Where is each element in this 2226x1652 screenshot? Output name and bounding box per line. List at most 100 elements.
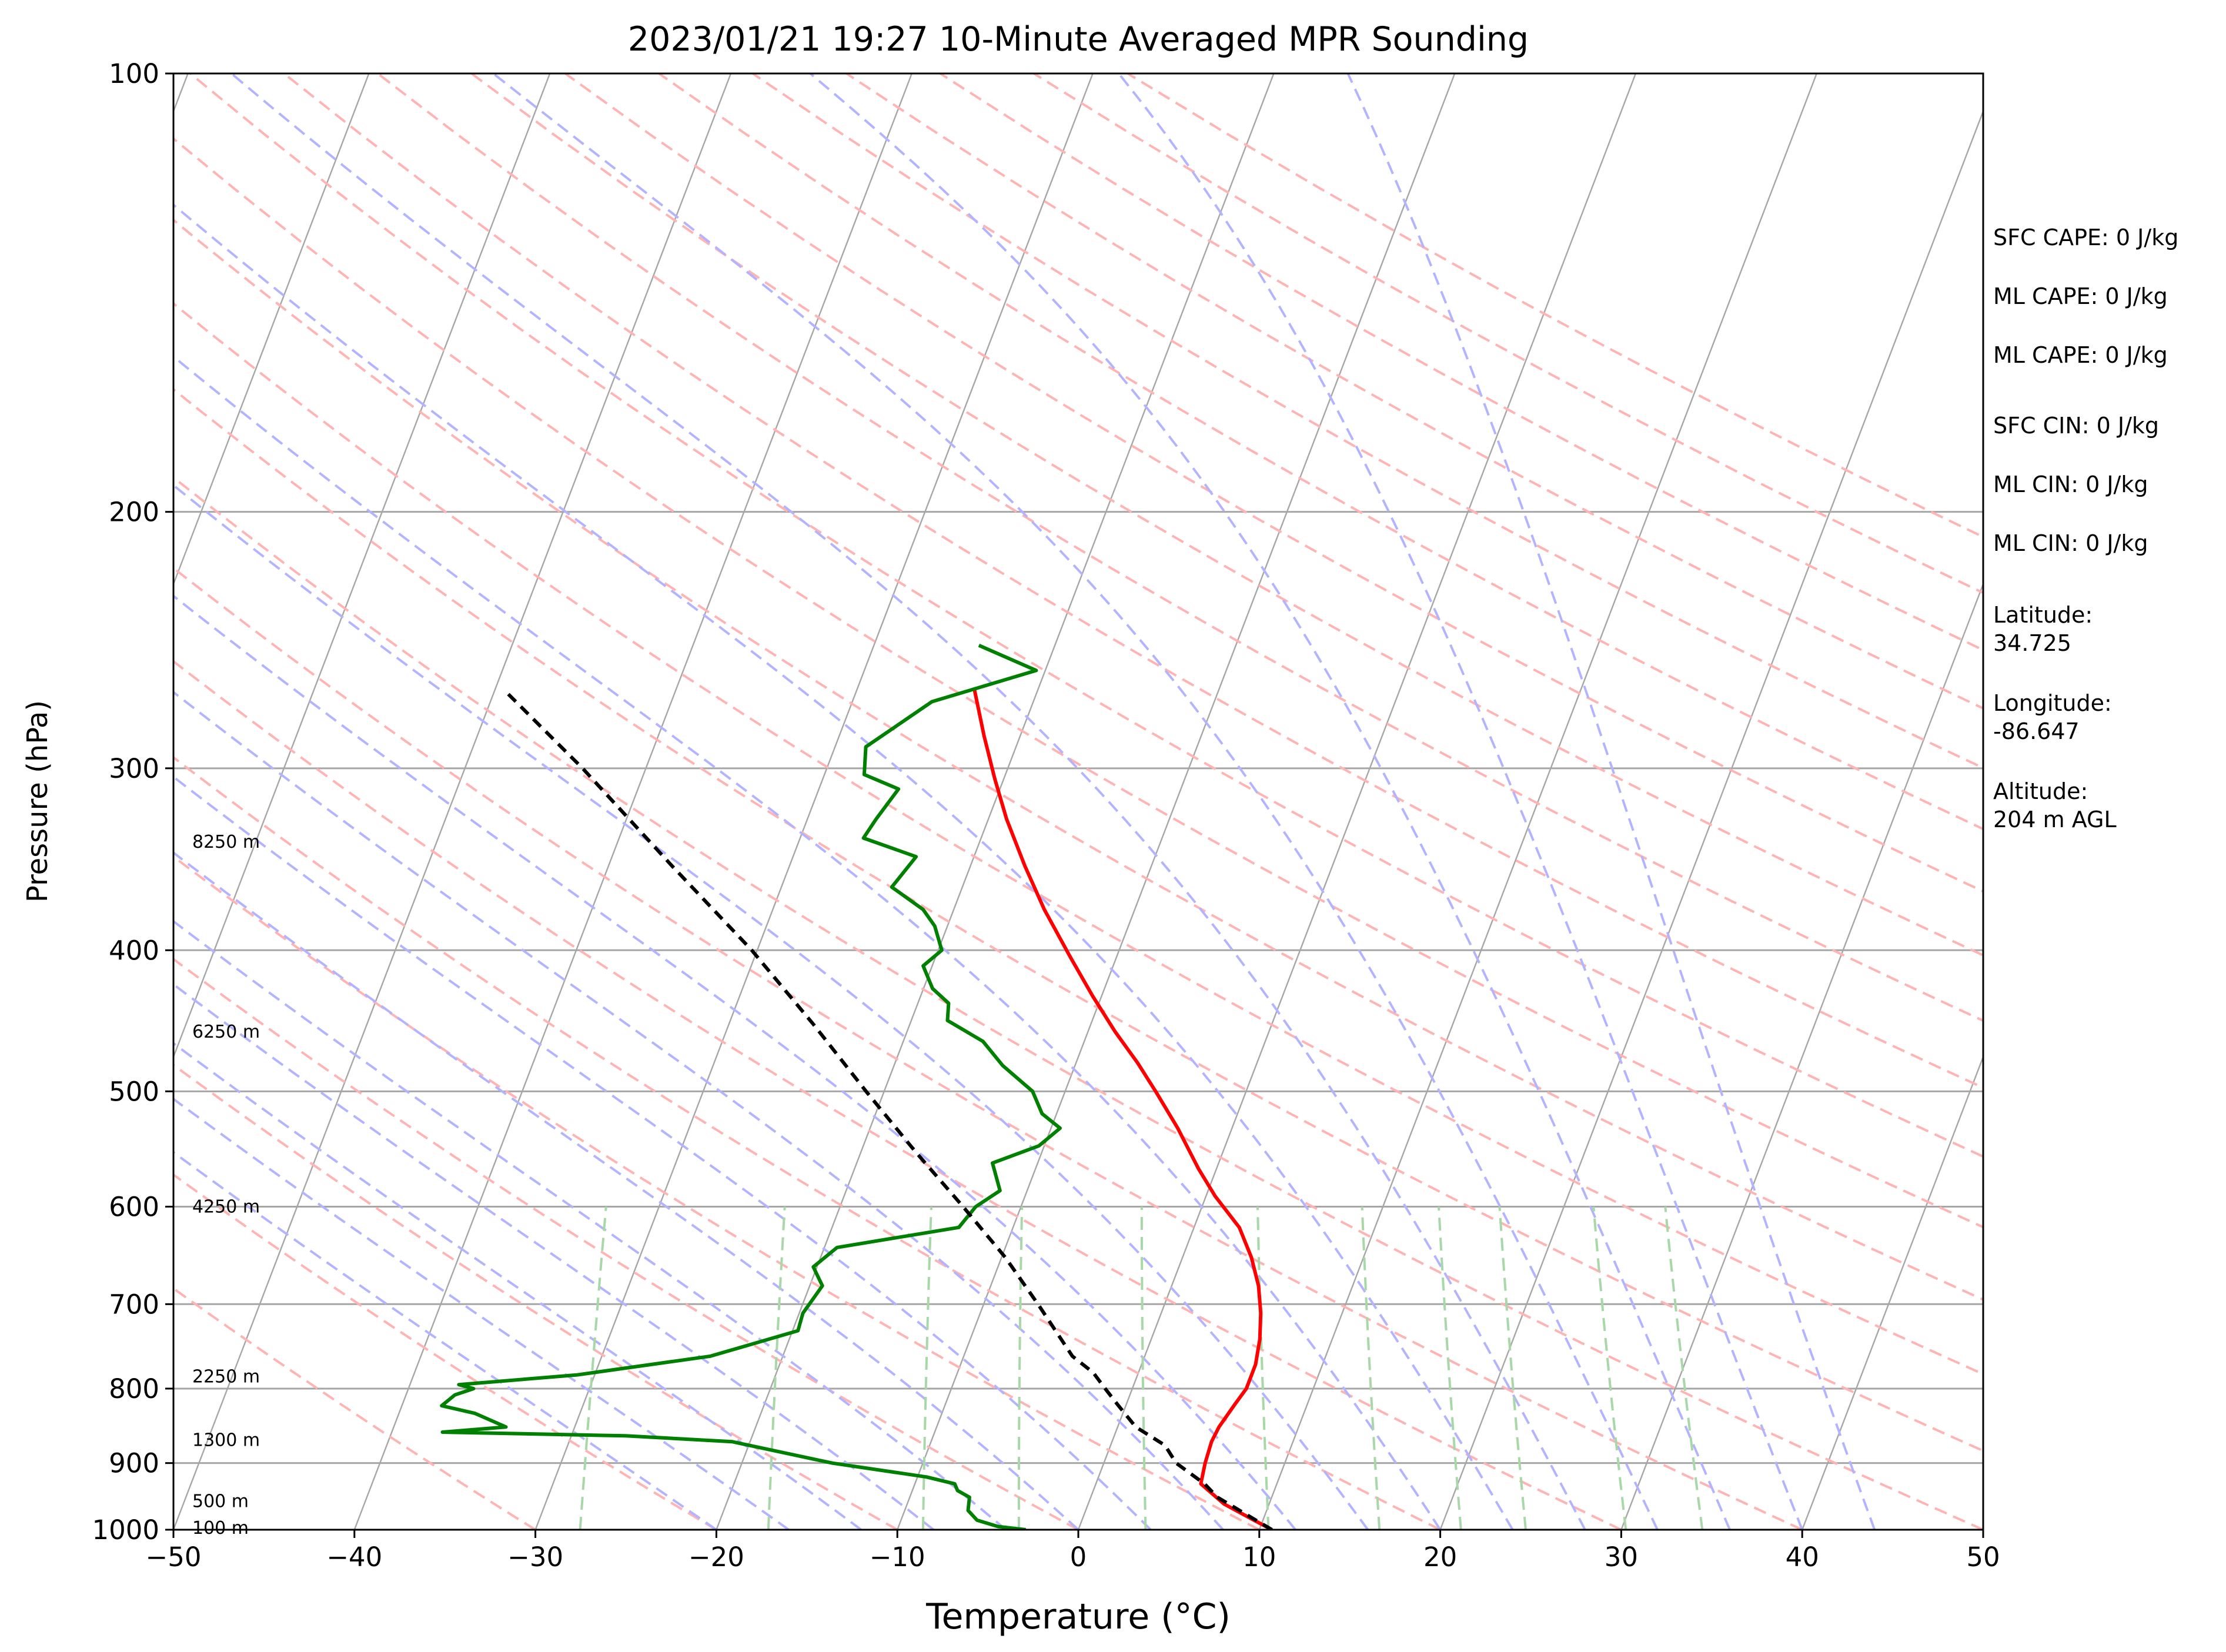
height-label: 8250 m [192,832,260,852]
x-tick-label: 30 [1605,1541,1638,1573]
isotherm-line [716,73,1275,1530]
moist-adiabat-line [230,73,1586,1530]
annotation-text: ML CIN: 0 J/kg [1993,530,2148,556]
x-tick-label: 40 [1786,1541,1819,1573]
dry-adiabat-line [173,1064,898,1530]
moist-adiabat-line [173,851,1079,1530]
mixing-ratio-line [1498,1206,1527,1530]
x-tick-label: 10 [1242,1541,1276,1573]
height-labels: 8250 m 6250 m 4250 m 2250 m 1300 m 500 m 100 m [192,832,260,1539]
mixing-ratio-line [1140,1206,1147,1530]
annotation-text: SFC CIN: 0 J/kg [1993,413,2160,439]
mixing-ratio-line [1664,1206,1704,1530]
dry-adiabat-line [173,660,1622,1530]
annotation-text: ML CAPE: 0 J/kg [1993,283,2168,309]
isotherm-line [0,73,7,1530]
annotation-text: Altitude: 204 m AGL [1993,778,2117,832]
isotherm-line [1620,582,1983,1530]
moist-adiabat-line [173,594,1296,1530]
isotherm-line [534,73,1094,1530]
isotherm-line [1258,73,1817,1530]
height-label: 4250 m [192,1196,260,1217]
y-tick-label: 800 [109,1373,159,1404]
isotherm-line [173,73,551,1059]
moist-adiabat-line [173,203,1514,1530]
isotherm-line [1439,109,1983,1530]
x-axis-ticks: −50 −40 −30 −20 −10 0 10 20 30 40 50 [146,1530,2000,1573]
annotation-text: ML CIN: 0 J/kg [1993,471,2148,497]
dry-adiabat-line [377,73,1983,1022]
mixing-ratio-line [1438,1206,1462,1530]
mixing-ratio-line [1017,1206,1024,1530]
dry-adiabat-line [564,73,1983,893]
mixing-ratio-line [579,1206,607,1530]
dry-adiabat-line [189,73,1983,1158]
dry-adiabat-line [173,1287,536,1530]
x-tick-label: 0 [1070,1541,1087,1573]
x-axis-label: Temperature (°C) [925,1596,1231,1637]
isotherm-line [353,73,913,1530]
reference-lines [0,73,1983,1530]
annotation-text: Longitude: -86.647 [1993,690,2112,744]
series-layer [440,643,1273,1530]
moist-adiabat-line [1346,73,1876,1530]
mixing-ratio-line [1256,1206,1270,1530]
moist-adiabat-line [809,73,1731,1530]
x-tick-label: 20 [1423,1541,1457,1573]
x-tick-label: −50 [146,1541,202,1573]
dry-adiabat-line [470,73,1983,957]
dry-adiabat-line [173,476,1983,1530]
dry-adiabat-line [173,957,1079,1530]
dry-adiabat-line [173,1173,717,1530]
moist-adiabat-line [173,1097,790,1530]
y-tick-label: 600 [109,1191,159,1222]
chart-title: 2023/01/21 19:27 10-Minute Averaged MPR … [628,20,1529,59]
dry-adiabat-line [173,302,1983,1376]
moist-adiabat-line [173,355,1442,1530]
y-tick-label: 400 [109,935,159,966]
annotation-text: SFC CAPE: 0 J/kg [1993,225,2179,250]
y-axis-label: Pressure (hPa) [21,700,54,902]
y-tick-label: 500 [109,1076,159,1107]
x-tick-label: −30 [507,1541,563,1573]
isotherm-line [1801,1055,1983,1530]
moist-adiabat-line [173,919,1007,1530]
height-label: 500 m [192,1492,249,1512]
annotation-text: ML CAPE: 0 J/kg [1993,342,2168,368]
dry-adiabat-line [173,137,1983,1229]
moist-adiabat-line [173,483,1369,1530]
annotation-text: Latitude: 34.725 [1993,602,2093,656]
series-0-line [972,689,1273,1530]
dry-adiabat-line [658,73,1983,831]
dry-adiabat-line [173,755,1441,1530]
y-tick-label: 200 [109,497,159,528]
mixing-ratio-line [1361,1206,1381,1530]
height-label: 1300 m [192,1430,260,1451]
y-tick-label: 900 [109,1448,159,1479]
moist-adiabat-line [173,690,1224,1530]
x-tick-label: 50 [1966,1541,2000,1573]
height-label: 2250 m [192,1367,260,1387]
x-tick-label: −40 [326,1541,382,1573]
moist-adiabat-line [1118,73,1804,1530]
dry-adiabat-line [173,566,1803,1530]
y-tick-label: 100 [109,58,159,89]
dry-adiabat-line [173,387,1983,1452]
x-tick-label: −10 [870,1541,925,1573]
isotherm-line [173,73,732,1530]
moist-adiabat-line [173,1151,717,1530]
mixing-ratio-line [1592,1206,1627,1530]
series-2-line [503,688,1273,1530]
y-tick-label: 700 [109,1289,159,1320]
isotherm-line [897,73,1456,1530]
moist-adiabat-line [173,982,935,1530]
mixing-ratio-line [767,1206,786,1530]
series-1-line [440,643,1062,1530]
height-label: 100 m [192,1518,249,1539]
y-tick-label: 1000 [92,1514,159,1546]
moist-adiabat-line [173,775,1152,1530]
y-tick-label: 300 [109,753,159,784]
y-axis-ticks: 1000 900 800 700 600 500 400 300 200 100 [92,58,173,1546]
dry-adiabat-line [173,855,1260,1530]
